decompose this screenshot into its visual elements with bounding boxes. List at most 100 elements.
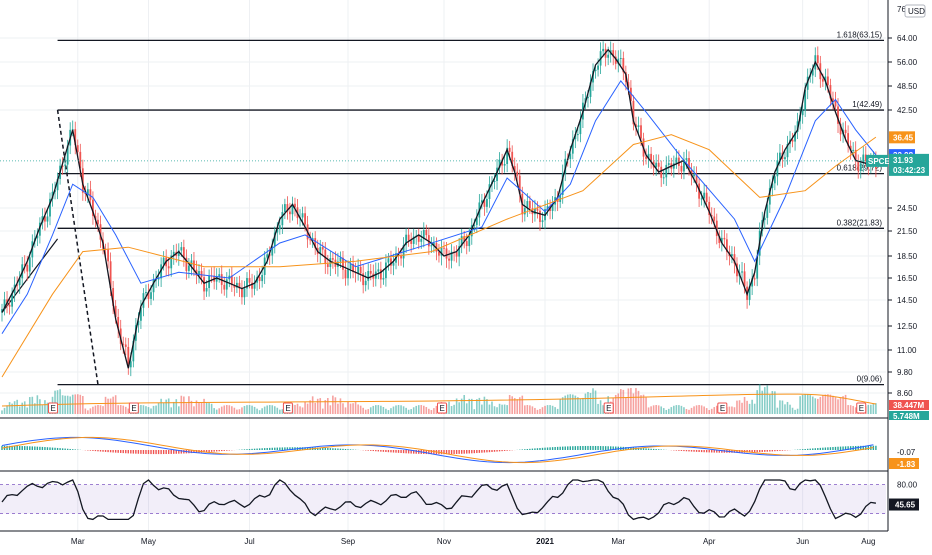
macd-histogram-bar <box>378 450 379 451</box>
volume-bar <box>405 408 407 414</box>
volume-bar <box>701 405 703 414</box>
macd-histogram-bar <box>476 450 477 453</box>
volume-bar <box>688 410 690 414</box>
macd-histogram-bar <box>777 450 778 451</box>
candle-body <box>281 212 283 225</box>
volume-bar <box>514 398 516 414</box>
volume-bar <box>521 396 523 414</box>
volume-bar <box>125 407 127 414</box>
macd-histogram-bar <box>153 450 154 454</box>
volume-bar <box>223 405 225 414</box>
macd-histogram-bar <box>261 448 262 450</box>
volume-bar <box>95 406 97 414</box>
candle-body <box>168 266 170 268</box>
volume-bar <box>799 396 801 414</box>
volume-bar <box>640 395 642 414</box>
volume-bar <box>105 397 107 414</box>
candle-body <box>418 236 420 242</box>
volume-bar <box>410 409 412 414</box>
volume-bar <box>491 402 493 414</box>
volume-bar <box>804 394 806 414</box>
volume-bar <box>539 409 541 414</box>
candle-body <box>577 134 579 135</box>
candle-body <box>309 239 311 240</box>
volume-bar <box>145 406 147 414</box>
candle-body <box>347 269 349 278</box>
macd-histogram-bar <box>246 449 247 450</box>
candle-body <box>340 258 342 262</box>
volume-bar <box>681 406 683 414</box>
candle-body <box>845 130 847 133</box>
volume-bar <box>19 406 21 414</box>
candle-body <box>90 189 92 199</box>
price-axis-tick-label: 48.50 <box>897 82 918 91</box>
volume-bar <box>299 406 301 414</box>
candle-body <box>645 157 647 159</box>
volume-bar <box>713 407 715 414</box>
macd-histogram-bar <box>547 447 548 450</box>
macd-histogram-bar <box>284 447 285 450</box>
volume-bar <box>474 409 476 414</box>
macd-histogram-bar <box>59 448 60 450</box>
volume-bar <box>431 410 433 414</box>
macd-histogram-bar <box>769 450 770 452</box>
candle-body <box>279 225 281 229</box>
macd-histogram-bar <box>767 450 768 452</box>
volume-bar <box>501 405 503 414</box>
macd-histogram-bar <box>754 450 755 452</box>
volume-bar <box>807 394 809 414</box>
volume-bar <box>181 396 183 414</box>
volume-bar <box>817 399 819 414</box>
macd-histogram-bar <box>762 450 763 452</box>
volume-bar <box>453 405 455 414</box>
volume-bar <box>337 404 339 414</box>
macd-histogram-bar <box>479 450 480 453</box>
candle-body <box>360 267 362 274</box>
candle-body <box>26 265 28 272</box>
macd-histogram-bar <box>799 449 800 450</box>
candle-body <box>486 199 488 207</box>
candle-body <box>448 259 450 261</box>
volume-bar <box>729 407 731 414</box>
volume-bar <box>635 388 637 414</box>
volume-bar <box>44 400 46 414</box>
candle-body <box>388 258 390 262</box>
volume-bar <box>426 407 428 414</box>
candle-body <box>675 158 677 164</box>
volume-bar <box>24 401 26 414</box>
candle-body <box>226 279 228 289</box>
macd-histogram-bar <box>453 450 454 454</box>
macd-histogram-bar <box>130 450 131 453</box>
volume-bar <box>140 405 142 414</box>
volume-bar <box>837 399 839 414</box>
volume-bar <box>188 396 190 414</box>
macd-histogram-bar <box>817 448 818 450</box>
volume-bar <box>749 404 751 414</box>
macd-histogram-bar <box>542 448 543 450</box>
volume-bar <box>307 404 309 414</box>
candle-body <box>47 216 49 221</box>
macd-histogram-bar <box>163 450 164 454</box>
macd-histogram-bar <box>279 447 280 450</box>
volume-bar <box>1 410 3 414</box>
candle-body <box>420 239 422 242</box>
volume-bar <box>352 403 354 414</box>
volume-bar <box>85 409 87 414</box>
macd-histogram-bar <box>812 448 813 450</box>
volume-bar <box>673 406 675 414</box>
volume-bar <box>355 402 357 414</box>
volume-bar <box>471 399 473 414</box>
volume-bar <box>239 409 241 414</box>
macd-histogram-bar <box>62 448 63 450</box>
volume-bar <box>774 391 776 414</box>
volume-bar <box>236 410 238 414</box>
volume-bar <box>625 398 627 414</box>
candle-body <box>713 217 715 221</box>
volume-bar <box>663 408 665 414</box>
currency-label: USD <box>908 7 925 16</box>
macd-histogram-bar <box>216 450 217 451</box>
volume-bar <box>117 405 119 414</box>
volume-bar <box>633 393 635 414</box>
